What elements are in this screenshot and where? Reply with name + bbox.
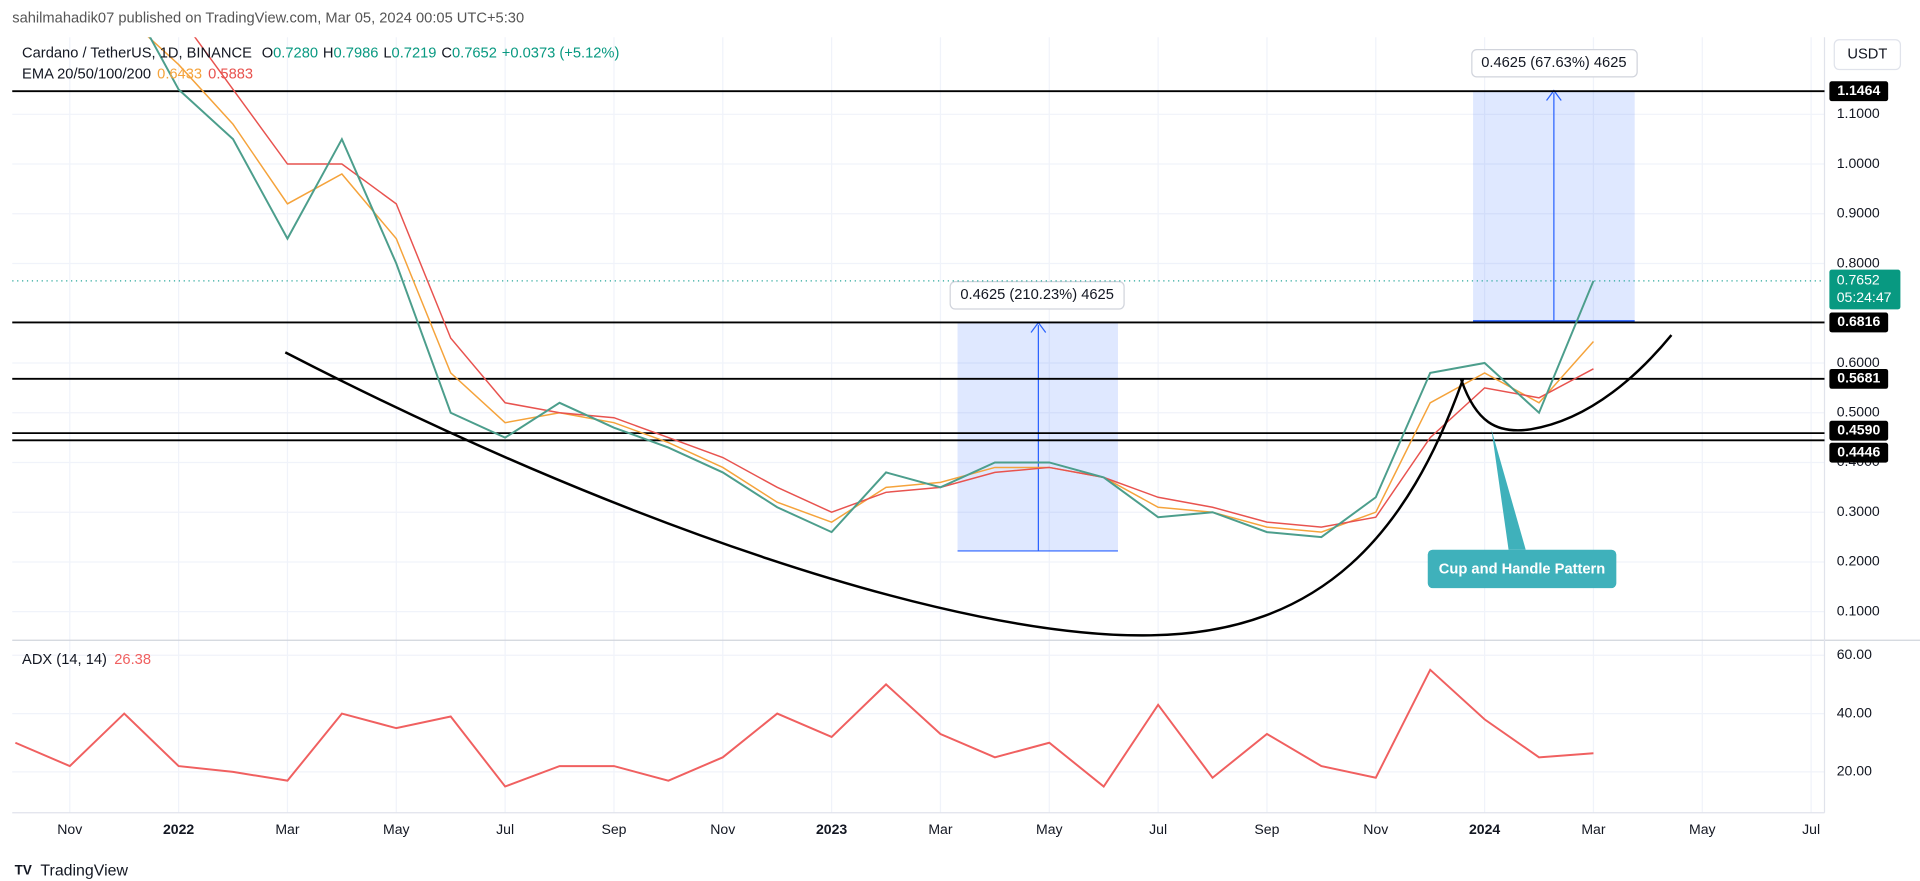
last-price-tag bbox=[1829, 269, 1901, 310]
ema-value: 0.6433 bbox=[157, 66, 202, 82]
ohlc-value: 0.7219 bbox=[392, 45, 437, 61]
callout-text: Cup and Handle Pattern bbox=[1439, 561, 1605, 577]
x-tick-label: Mar bbox=[928, 822, 953, 838]
publisher: sahilmahadik07 published on TradingView.… bbox=[12, 10, 524, 26]
x-tick-label: Mar bbox=[1581, 822, 1606, 838]
level-tag-label: 0.4590 bbox=[1837, 422, 1880, 438]
level-tag-label: 0.4446 bbox=[1837, 444, 1880, 460]
adx-legend: ADX (14, 14) 26.38 bbox=[22, 652, 151, 668]
measure-label-box bbox=[1471, 49, 1638, 78]
y-tick-label: 20.00 bbox=[1837, 764, 1872, 780]
y-tick-label: 60.00 bbox=[1837, 647, 1872, 663]
callout-pointer bbox=[1491, 429, 1526, 550]
currency-box[interactable] bbox=[1833, 39, 1902, 71]
level-tag bbox=[1829, 81, 1889, 102]
adx-name: ADX (14, 14) bbox=[22, 652, 107, 668]
x-tick-label: Jul bbox=[1149, 822, 1167, 838]
y-tick-label: 1.0000 bbox=[1837, 156, 1880, 172]
logo-mark: TV bbox=[15, 863, 32, 878]
price-line bbox=[148, 37, 1595, 539]
y-tick-label: 0.5000 bbox=[1837, 404, 1880, 420]
level-tag bbox=[1829, 442, 1889, 463]
level-tag-label: 1.1464 bbox=[1837, 83, 1880, 99]
price-series bbox=[147, 37, 1595, 539]
callout-box bbox=[1427, 549, 1617, 589]
handle-curve bbox=[1459, 334, 1673, 432]
grid bbox=[12, 37, 1825, 813]
ohlc-key: C bbox=[441, 45, 452, 61]
x-tick-label: 2023 bbox=[816, 822, 847, 838]
cup-curve bbox=[284, 351, 1465, 637]
x-tick-label: Nov bbox=[1363, 822, 1389, 838]
y-tick-label: 0.9000 bbox=[1837, 205, 1880, 221]
ema-name: EMA 20/50/100/200 bbox=[22, 66, 151, 82]
measure-label: 0.4625 (210.23%) 4625 bbox=[960, 287, 1113, 303]
ohlc-value: 0.7280 bbox=[273, 45, 318, 61]
ohlc-value: 0.7986 bbox=[334, 45, 379, 61]
ohlc-key: O bbox=[262, 45, 273, 61]
y-tick-label: 0.1000 bbox=[1837, 603, 1880, 619]
level-tag bbox=[1829, 312, 1889, 333]
measure-label-box bbox=[949, 281, 1125, 310]
x-tick-label: Nov bbox=[710, 822, 736, 838]
x-tick-label: Jul bbox=[1802, 822, 1820, 838]
legend: Cardano / TetherUS, 1D, BINANCE O0.7280 H0… bbox=[22, 45, 619, 61]
currency[interactable]: USDT bbox=[1847, 46, 1887, 62]
x-tick-label: Jul bbox=[496, 822, 514, 838]
ohlc-key: H bbox=[323, 45, 334, 61]
ohlc-key: L bbox=[383, 45, 391, 61]
x-tick-label: May bbox=[1036, 822, 1063, 838]
y-tick-label: 0.8000 bbox=[1837, 255, 1880, 271]
x-tick-label: Sep bbox=[1254, 822, 1279, 838]
y-tick-label: 0.3000 bbox=[1837, 504, 1880, 520]
x-tick-label: 2024 bbox=[1469, 822, 1500, 838]
ema-legend: EMA 20/50/100/200 0.6433 0.5883 bbox=[22, 66, 253, 82]
level-tag bbox=[1829, 368, 1889, 389]
x-tick-label: Sep bbox=[601, 822, 626, 838]
x-tick-label: May bbox=[1689, 822, 1716, 838]
x-tick-label: Nov bbox=[57, 822, 83, 838]
y-tick-label: 1.1000 bbox=[1837, 106, 1880, 122]
ema-value: 0.5883 bbox=[208, 66, 253, 82]
adx-series bbox=[14, 668, 1594, 788]
ohlc-value: 0.7652 bbox=[452, 45, 497, 61]
x-tick-label: 2022 bbox=[163, 822, 194, 838]
ema-line bbox=[147, 37, 1594, 533]
level-tag-label: 0.5681 bbox=[1837, 371, 1880, 387]
level-tag bbox=[1829, 420, 1889, 441]
legend-title: Cardano / TetherUS, 1D, BINANCE bbox=[22, 45, 252, 61]
measure-label: 0.4625 (67.63%) 4625 bbox=[1481, 55, 1626, 71]
brand: TradingView bbox=[40, 861, 128, 879]
countdown: 05:24:47 bbox=[1837, 290, 1892, 306]
y-tick-label: 0.6000 bbox=[1837, 355, 1880, 371]
level-tag-label: 0.6816 bbox=[1837, 314, 1880, 330]
x-tick-label: May bbox=[383, 822, 410, 838]
y-tick-label: 40.00 bbox=[1837, 705, 1872, 721]
adx-line bbox=[14, 668, 1594, 788]
levels bbox=[12, 90, 1825, 442]
change: +0.0373 (+5.12%) bbox=[502, 45, 620, 61]
adx-value: 26.38 bbox=[114, 652, 151, 668]
x-tick-label: Mar bbox=[275, 822, 300, 838]
y-tick-label: 0.2000 bbox=[1837, 554, 1880, 570]
last-price-label: 0.7652 bbox=[1837, 273, 1880, 289]
